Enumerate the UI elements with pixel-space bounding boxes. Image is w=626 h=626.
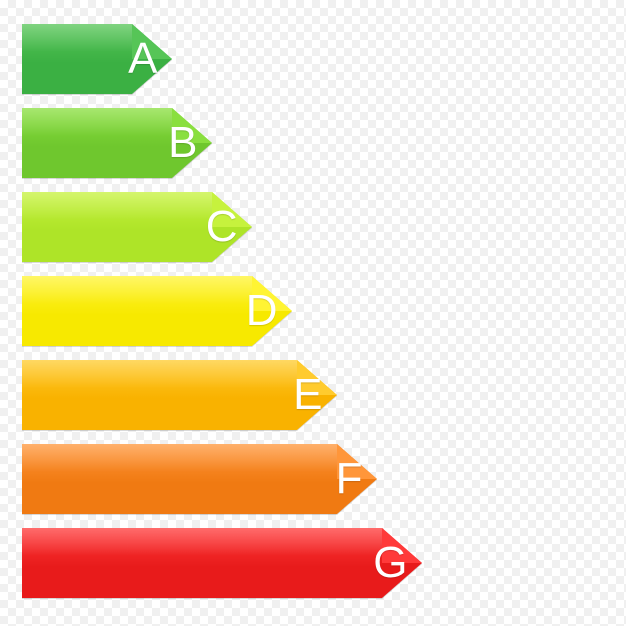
rating-bar-f: F xyxy=(22,444,377,514)
rating-label: D xyxy=(22,286,292,336)
rating-label: E xyxy=(22,370,337,420)
energy-rating-chart: ABCDEFG xyxy=(0,0,626,626)
rating-bar-g: G xyxy=(22,528,422,598)
rating-bar-d: D xyxy=(22,276,292,346)
rating-bar-a: A xyxy=(22,24,172,94)
rating-bar-c: C xyxy=(22,192,252,262)
rating-label: G xyxy=(22,538,422,588)
rating-label: A xyxy=(22,34,172,84)
bars-container: ABCDEFG xyxy=(0,0,626,626)
rating-bar-b: B xyxy=(22,108,212,178)
rating-bar-e: E xyxy=(22,360,337,430)
rating-label: C xyxy=(22,202,252,252)
rating-label: F xyxy=(22,454,377,504)
rating-label: B xyxy=(22,118,212,168)
